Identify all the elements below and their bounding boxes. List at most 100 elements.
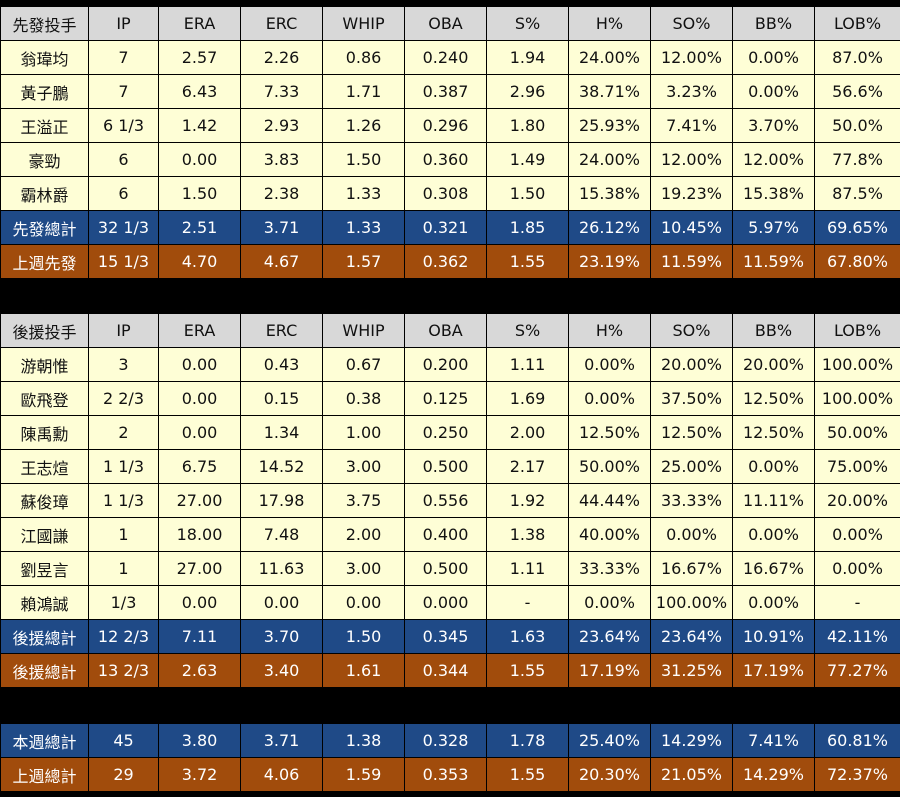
column-header-name: 先發投手	[0, 6, 89, 41]
stat-cell: 1.26	[322, 108, 405, 143]
stat-cell: 87.5%	[814, 176, 900, 211]
stat-cell: 5.97%	[732, 210, 815, 245]
pitcher-name: 王志煊	[0, 449, 89, 484]
stat-cell: 0.321	[404, 210, 487, 245]
column-header: WHIP	[322, 313, 405, 348]
starters-block: 先發投手 IP ERA ERC WHIP OBA S% H% SO% BB% LOB% 翁瑋均 7 2.5…	[0, 6, 900, 279]
stat-cell: 77.8%	[814, 142, 900, 177]
pitcher-name: 賴鴻誠	[0, 585, 89, 620]
stat-cell: 7.41%	[650, 108, 733, 143]
stat-cell: 14.29%	[650, 723, 733, 758]
stat-cell: 60.81%	[814, 723, 900, 758]
stat-cell: 3.70	[240, 619, 323, 654]
stat-cell: 37.50%	[650, 381, 733, 416]
stat-cell: 1 1/3	[88, 483, 159, 518]
stat-cell: 1.80	[486, 108, 569, 143]
stat-cell: 50.00%	[568, 449, 651, 484]
stat-cell: 0.362	[404, 244, 487, 279]
table-row: 王溢正 6 1/3 1.42 2.93 1.26 0.296 1.80 25.93% 7.41%…	[0, 108, 900, 143]
table-row: 王志煊 1 1/3 6.75 14.52 3.00 0.500 2.17 50.00% 25.0…	[0, 449, 900, 484]
stat-cell: 100.00%	[814, 381, 900, 416]
column-header: LOB%	[814, 313, 900, 348]
overall-block: 本週總計 45 3.80 3.71 1.38 0.328 1.78 25.40% 14.29% 7…	[0, 723, 900, 792]
this-week-total-row: 本週總計 45 3.80 3.71 1.38 0.328 1.78 25.40% 14.29% 7…	[0, 723, 900, 758]
stat-cell: 100.00%	[650, 585, 733, 620]
column-header: IP	[88, 6, 159, 41]
stat-cell: 12.50%	[650, 415, 733, 450]
column-header: H%	[568, 6, 651, 41]
pitcher-name: 劉昱言	[0, 551, 89, 586]
stat-cell: 44.44%	[568, 483, 651, 518]
stat-cell: 0.00%	[568, 381, 651, 416]
stat-cell: 6.75	[158, 449, 241, 484]
stat-cell: 67.80%	[814, 244, 900, 279]
stat-cell: 2	[88, 415, 159, 450]
stat-cell: 1.00	[322, 415, 405, 450]
stat-cell: 0.00	[158, 585, 241, 620]
column-header: OBA	[404, 313, 487, 348]
stat-cell: 2.93	[240, 108, 323, 143]
stat-cell: 27.00	[158, 551, 241, 586]
stat-cell: 0.387	[404, 74, 487, 109]
pitcher-name: 黃子鵬	[0, 74, 89, 109]
stat-cell: 0.400	[404, 517, 487, 552]
stat-cell: 1.55	[486, 757, 569, 792]
stat-cell: 29	[88, 757, 159, 792]
stat-cell: 26.12%	[568, 210, 651, 245]
stat-cell: 12.00%	[650, 142, 733, 177]
stat-cell: 15.38%	[568, 176, 651, 211]
stat-cell: 7.33	[240, 74, 323, 109]
stat-cell: 56.6%	[814, 74, 900, 109]
table-row: 陳禹勳 2 0.00 1.34 1.00 0.250 2.00 12.50% 12.50% 12.…	[0, 415, 900, 450]
stat-cell: 0.200	[404, 347, 487, 382]
table-row: 豪勁 6 0.00 3.83 1.50 0.360 1.49 24.00% 12.00% 12.0…	[0, 142, 900, 177]
stat-cell: 18.00	[158, 517, 241, 552]
stat-cell: 7.11	[158, 619, 241, 654]
stat-cell: 32 1/3	[88, 210, 159, 245]
stat-cell: 7.48	[240, 517, 323, 552]
stat-cell: 1 1/3	[88, 449, 159, 484]
stat-cell: 14.29%	[732, 757, 815, 792]
column-header: SO%	[650, 6, 733, 41]
column-header: OBA	[404, 6, 487, 41]
stat-cell: 40.00%	[568, 517, 651, 552]
stat-cell: 0.344	[404, 653, 487, 688]
stat-cell: 25.93%	[568, 108, 651, 143]
stat-cell: 0.00%	[568, 347, 651, 382]
stat-cell: 12.50%	[732, 415, 815, 450]
table-row: 劉昱言 1 27.00 11.63 3.00 0.500 1.11 33.33% 16.67% 1…	[0, 551, 900, 586]
stat-cell: 1.49	[486, 142, 569, 177]
stat-cell: 7	[88, 40, 159, 75]
stat-cell: 1.63	[486, 619, 569, 654]
stat-cell: 0.00%	[568, 585, 651, 620]
stat-cell: 0.43	[240, 347, 323, 382]
stat-cell: 19.23%	[650, 176, 733, 211]
table-row: 歐飛登 2 2/3 0.00 0.15 0.38 0.125 1.69 0.00% 37.50%…	[0, 381, 900, 416]
stat-cell: 0.38	[322, 381, 405, 416]
header-row: 先發投手 IP ERA ERC WHIP OBA S% H% SO% BB% LOB%	[0, 6, 900, 41]
last-week-label: 上週總計	[0, 757, 89, 792]
stat-cell: 7	[88, 74, 159, 109]
column-header: WHIP	[322, 6, 405, 41]
stat-cell: 23.19%	[568, 244, 651, 279]
column-header: ERC	[240, 6, 323, 41]
column-header: H%	[568, 313, 651, 348]
total-label: 本週總計	[0, 723, 89, 758]
stat-cell: 25.00%	[650, 449, 733, 484]
stat-cell: 1.55	[486, 244, 569, 279]
stat-cell: 4.70	[158, 244, 241, 279]
stat-cell: 0.00	[240, 585, 323, 620]
stat-cell: 2.00	[322, 517, 405, 552]
stat-cell: 0.00%	[732, 517, 815, 552]
stat-cell: 13 2/3	[88, 653, 159, 688]
table-row: 蘇俊璋 1 1/3 27.00 17.98 3.75 0.556 1.92 44.44% 33.…	[0, 483, 900, 518]
stat-cell: 10.45%	[650, 210, 733, 245]
column-header: LOB%	[814, 6, 900, 41]
stat-cell: 11.63	[240, 551, 323, 586]
stat-cell: 0.00%	[732, 40, 815, 75]
stat-cell: 0.86	[322, 40, 405, 75]
column-header: ERC	[240, 313, 323, 348]
stat-cell: 16.67%	[650, 551, 733, 586]
stat-cell: 45	[88, 723, 159, 758]
stat-cell: 0.500	[404, 449, 487, 484]
